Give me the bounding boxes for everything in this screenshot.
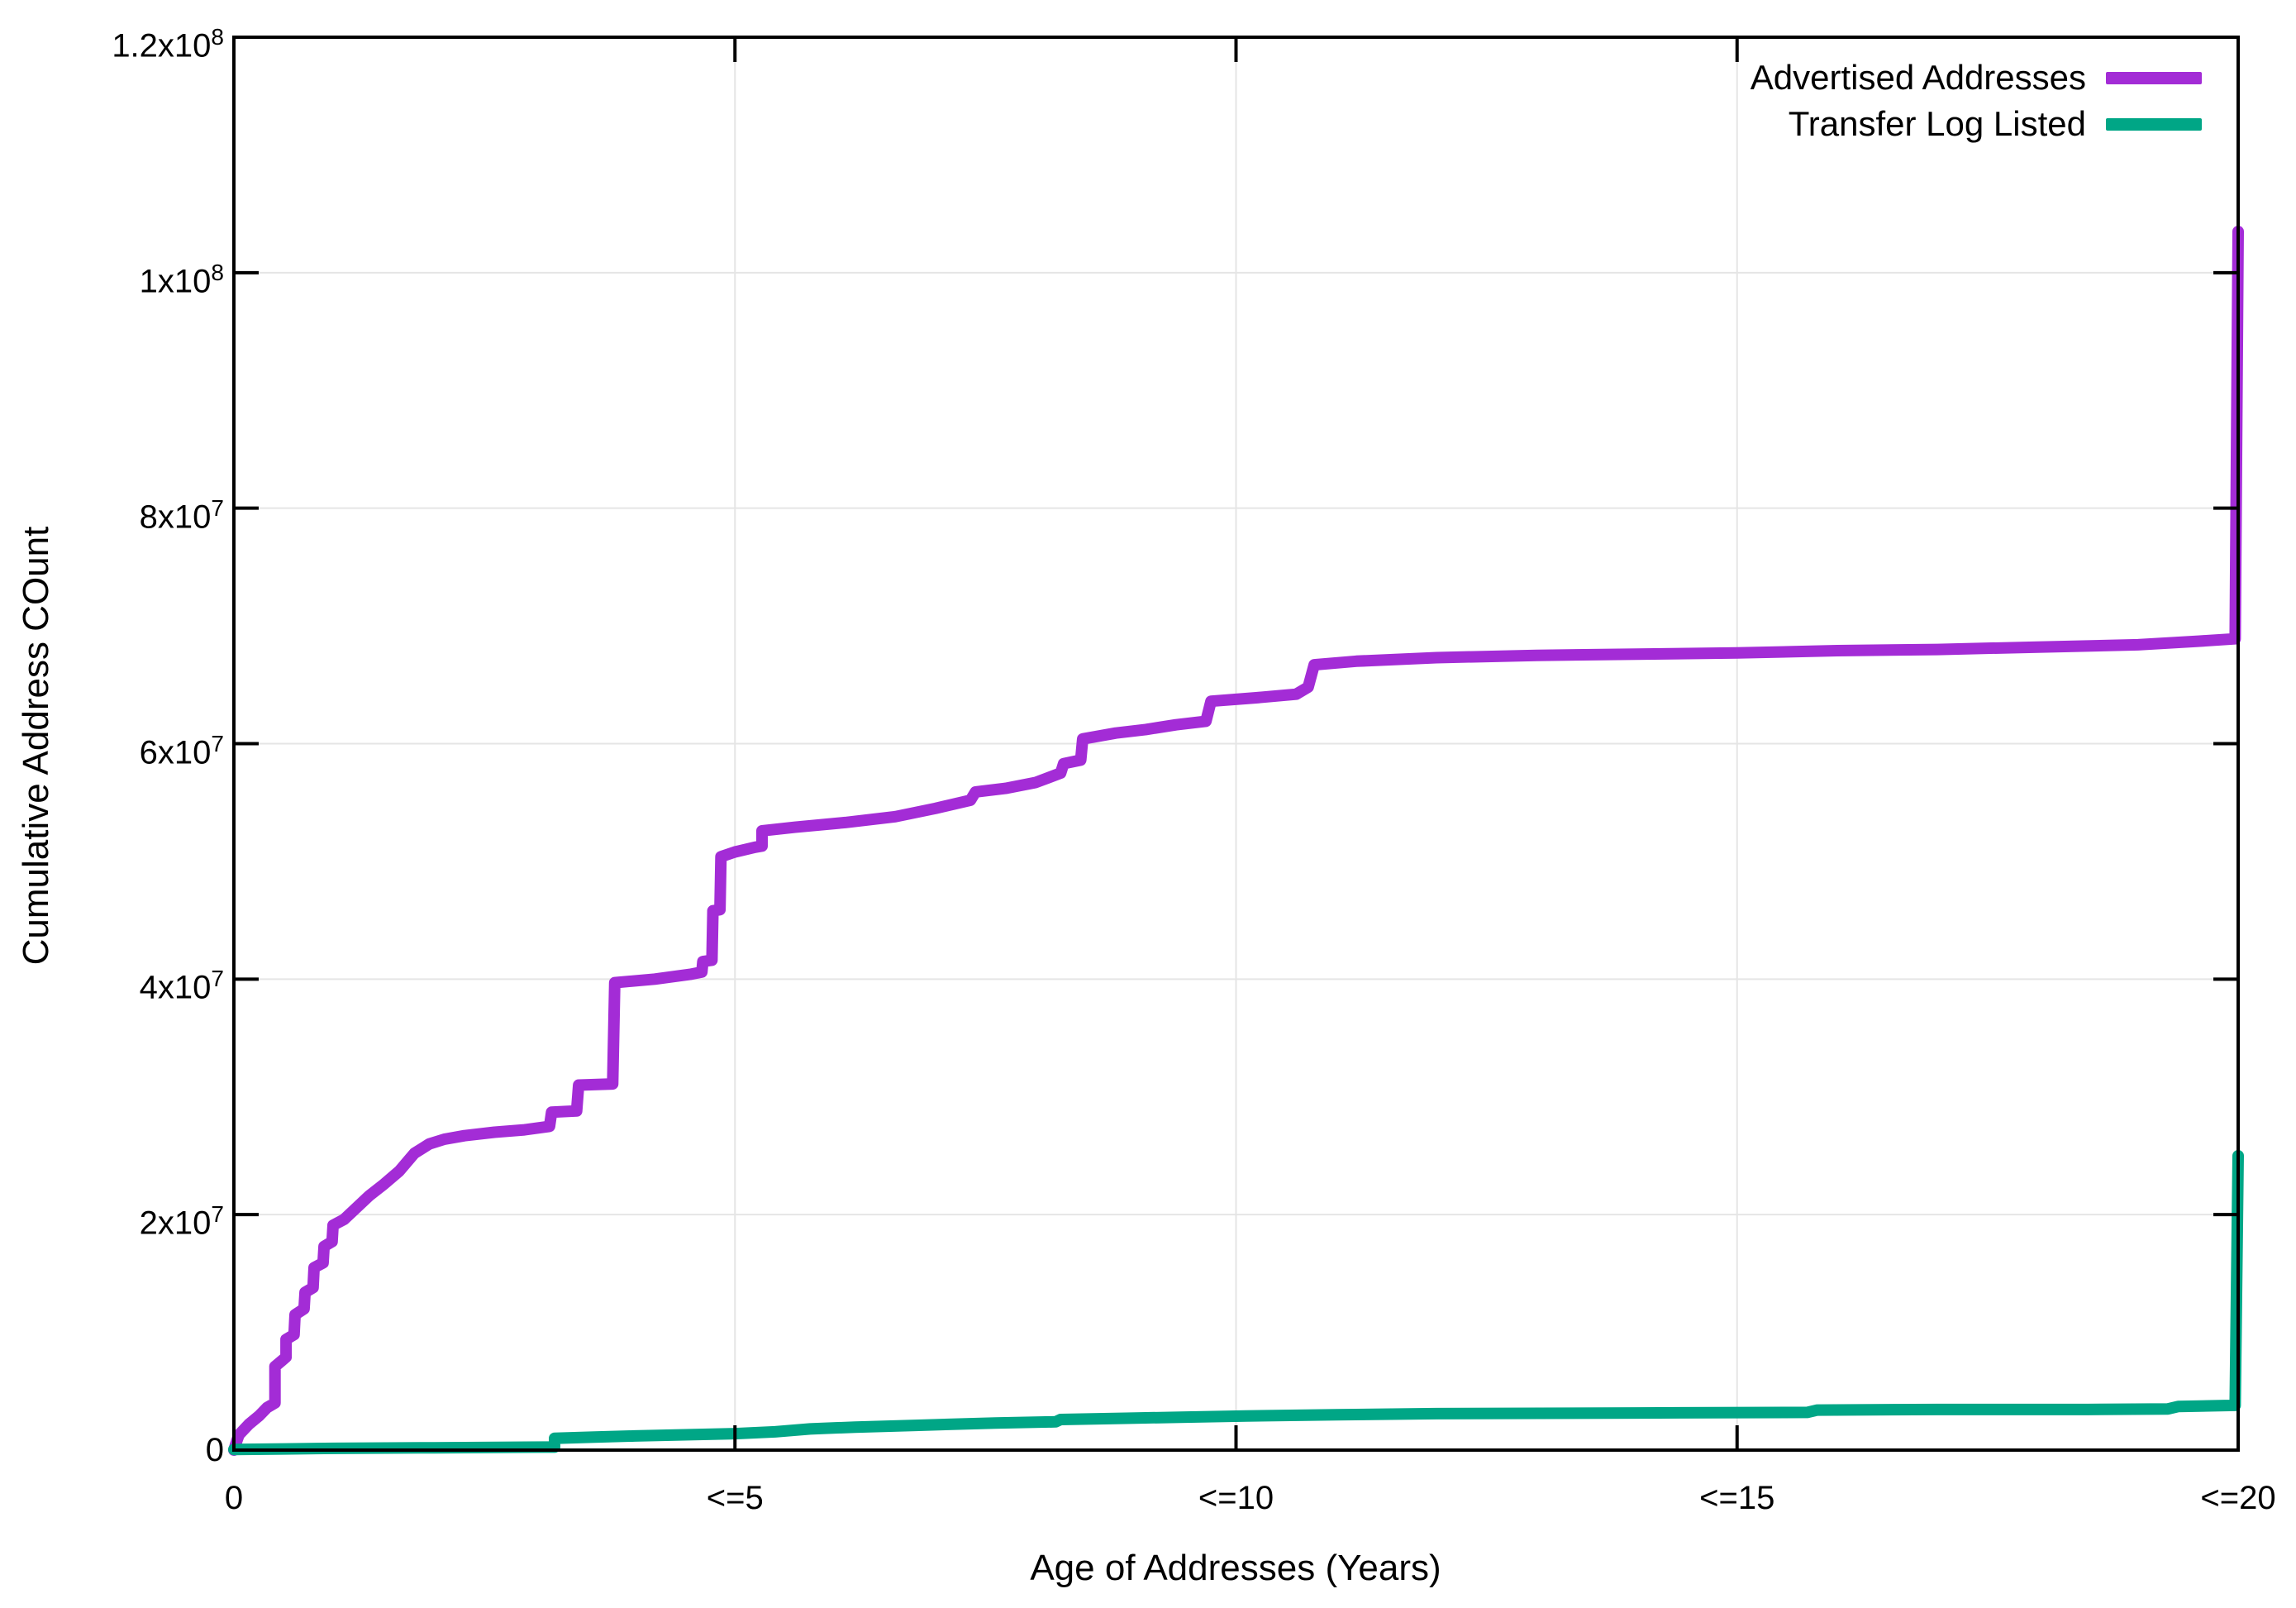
- series-line-advertised-addresses: [228, 226, 2244, 1456]
- legend-line-swatch-teal: [2106, 117, 2202, 131]
- y-tick-label: 8x107: [139, 494, 224, 535]
- legend-line-swatch-purple: [2106, 71, 2202, 84]
- x-tick-label: 0: [224, 1480, 244, 1516]
- x-tick-label: <=5: [706, 1480, 764, 1516]
- legend-entry-advertised-addresses: Advertised Addresses: [1751, 55, 2202, 101]
- x-tick-label: <=10: [1198, 1480, 1274, 1516]
- x-tick-label: <=20: [2200, 1480, 2276, 1516]
- x-axis-title: Age of Addresses (Years): [1030, 1548, 1441, 1588]
- y-tick-label: 1.2x108: [112, 24, 224, 64]
- y-tick-label: 2x107: [139, 1201, 224, 1242]
- y-tick-label: 6x107: [139, 730, 224, 771]
- y-tick-label: 1x108: [139, 259, 224, 300]
- legend-label: Transfer Log Listed: [1788, 104, 2086, 143]
- legend: Advertised Addresses Transfer Log Listed: [1751, 55, 2202, 147]
- y-tick-label: 0: [205, 1432, 224, 1468]
- y-axis-title: Cumulative Address COunt: [16, 526, 56, 966]
- legend-entry-transfer-log-listed: Transfer Log Listed: [1751, 101, 2202, 147]
- y-tick-label: 4x107: [139, 966, 224, 1006]
- x-tick-label: <=15: [1699, 1480, 1775, 1516]
- series-line-transfer-log-listed: [228, 1150, 2244, 1456]
- legend-label: Advertised Addresses: [1750, 58, 2086, 97]
